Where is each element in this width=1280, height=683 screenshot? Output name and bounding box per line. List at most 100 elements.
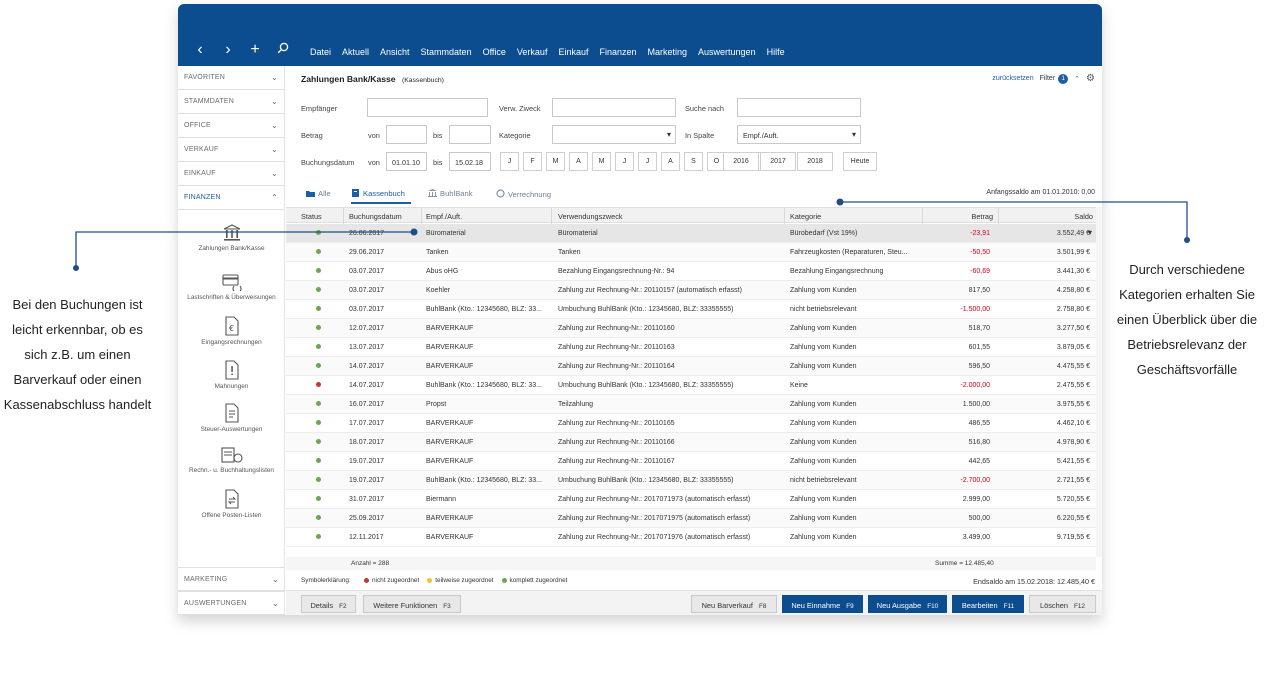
cell-payee: Propst [426,401,447,408]
month-button[interactable]: F [523,152,542,171]
tab-verrechnung[interactable]: Verrechnung [496,189,551,199]
table-row[interactable]: 13.07.2017 BARVERKAUF Zahlung zur Rechnung… [286,338,1096,357]
today-button[interactable]: Heute [843,152,877,171]
cell-balance: 4.475,55 € [1056,363,1090,370]
table-row[interactable]: 19.07.2017 BuhlBank (Kto.: 12345680, BLZ:… [286,471,1096,490]
sidebar-item-eingangsrechnungen[interactable]: € Eingangsrechnungen [178,316,285,346]
verw-zweck-field[interactable] [552,98,676,117]
table-row[interactable]: 17.07.2017 BARVERKAUF Zahlung zur Rechnung… [286,414,1096,433]
month-button[interactable]: M [592,152,611,171]
vertical-scrollbar[interactable] [1096,207,1102,557]
menu-hilfe[interactable]: Hilfe [766,47,785,57]
betrag-to-field[interactable] [449,125,491,144]
card-transfer-icon [178,273,285,291]
in-spalte-select[interactable]: Empf./Auft. [737,125,861,144]
cell-category: nicht betriebsrelevant [790,477,857,484]
date-from-field[interactable]: 01.01.10 [386,152,427,171]
löschen-button[interactable]: Löschen F12 [1029,595,1096,613]
bearbeiten-button[interactable]: Bearbeiten F11 [952,595,1024,613]
forward-icon[interactable]: › [225,41,231,58]
invoice-euro-icon: € [178,316,285,336]
table-row[interactable]: 16.07.2017 Propst Teilzahlung Zahlung vom K… [286,395,1096,414]
table-row[interactable]: 19.07.2017 BARVERKAUF Zahlung zur Rechnung… [286,452,1096,471]
suche-nach-field[interactable] [737,98,861,117]
table-row[interactable]: 26.06.2017 Büromaterial Büromaterial Bürobe… [286,224,1096,243]
sidebar-section-office[interactable]: OFFICE ⌄ [178,114,284,138]
menu-einkauf[interactable]: Einkauf [558,47,589,57]
gear-icon[interactable]: ⚙ [1086,73,1095,84]
table-row[interactable]: 14.07.2017 BuhlBank (Kto.: 12345680, BLZ:… [286,376,1096,395]
table-row[interactable]: 12.07.2017 BARVERKAUF Zahlung zur Rechnung… [286,319,1096,338]
sidebar-section-verkauf[interactable]: VERKAUF ⌄ [178,138,284,162]
tab-alle[interactable]: Alle [306,189,331,198]
column-header-status[interactable]: Status [301,212,322,221]
reset-link[interactable]: zurücksetzen [992,75,1034,82]
back-icon[interactable]: ‹ [197,41,203,58]
collapse-icon[interactable]: ⌃ [1074,75,1081,83]
column-header-betrag[interactable]: Betrag [971,212,994,221]
menu-verkauf[interactable]: Verkauf [516,47,548,57]
menu-stammdaten[interactable]: Stammdaten [420,47,472,57]
table-row[interactable]: 25.09.2017 BARVERKAUF Zahlung zur Rechnung… [286,509,1096,528]
sidebar-item-zahlungen-bank-kasse[interactable]: Zahlungen Bank/Kasse [178,224,285,252]
table-row[interactable]: 12.11.2017 BARVERKAUF Zahlung zur Rechnung… [286,528,1096,547]
table-row[interactable]: 03.07.2017 BuhlBank (Kto.: 12345680, BLZ:… [286,300,1096,319]
menu-aktuell[interactable]: Aktuell [342,47,370,57]
table-row[interactable]: 03.07.2017 Abus oHG Bezahlung Eingangsrech… [286,262,1096,281]
search-icon[interactable] [275,42,291,58]
filter-label[interactable]: Filter [1039,75,1056,82]
chevron-down-icon: ⌄ [271,145,278,154]
month-button[interactable]: J [615,152,634,171]
neu-einnahme-button[interactable]: Neu Einnahme F9 [782,595,863,613]
month-button[interactable]: J [500,152,519,171]
menu-office[interactable]: Office [482,47,506,57]
sidebar-section-stammdaten[interactable]: STAMMDATEN ⌄ [178,90,284,114]
table-row[interactable]: 31.07.2017 Biermann Zahlung zur Rechnung-N… [286,490,1096,509]
kategorie-select[interactable] [552,125,676,144]
empfaenger-field[interactable] [367,98,488,117]
add-icon[interactable]: + [250,41,260,58]
neu-barverkauf-button[interactable]: Neu Barverkauf F8 [691,595,777,613]
status-dot-icon [316,534,321,539]
column-header-kategorie[interactable]: Kategorie [790,212,822,221]
tab-buhlbank[interactable]: BuhlBank [428,189,473,198]
year-button[interactable]: 2016 [723,152,759,171]
column-header-buchungsdatum[interactable]: Buchungsdatum [349,212,402,221]
tab-kassenbuch[interactable]: Kassenbuch [352,189,405,198]
month-button[interactable]: A [661,152,680,171]
table-row[interactable]: 29.06.2017 Tanken Tanken Fahrzeugkosten (Re… [286,243,1096,262]
year-button[interactable]: 2018 [797,152,833,171]
sidebar-item-lastschriften-überweisungen[interactable]: Lastschriften & Überweisungen [178,273,285,301]
column-header-saldo[interactable]: Saldo [1074,212,1093,221]
sidebar-item-steuer-auswertungen[interactable]: Steuer-Auswertungen [178,403,285,433]
sidebar-item-mahnungen[interactable]: Mahnungen [178,360,285,390]
month-button[interactable]: J [638,152,657,171]
sidebar-item-rechn-u-buchhaltungslisten[interactable]: Rechn.- u. Buchhaltungslisten [178,446,285,474]
menu-finanzen[interactable]: Finanzen [599,47,637,57]
table-row[interactable]: 14.07.2017 BARVERKAUF Zahlung zur Rechnung… [286,357,1096,376]
sidebar-section-marketing[interactable]: MARKETING ⌄ [178,567,285,591]
menu-datei[interactable]: Datei [310,47,332,57]
cell-amount: 2.999,00 [962,496,990,503]
table-row[interactable]: 03.07.2017 Koehler Zahlung zur Rechnung-Nr… [286,281,1096,300]
neu-ausgabe-button[interactable]: Neu Ausgabe F10 [868,595,947,613]
betrag-from-field[interactable] [386,125,427,144]
year-button[interactable]: 2017 [760,152,796,171]
month-button[interactable]: M [546,152,565,171]
menu-ansicht[interactable]: Ansicht [380,47,410,57]
table-row[interactable]: 18.07.2017 BARVERKAUF Zahlung zur Rechnung… [286,433,1096,452]
menu-auswertungen[interactable]: Auswertungen [698,47,756,57]
month-button[interactable]: A [569,152,588,171]
month-button[interactable]: S [684,152,703,171]
sidebar-section-einkauf[interactable]: EINKAUF ⌄ [178,162,284,186]
date-to-field[interactable]: 15.02.18 [449,152,491,171]
sidebar-section-favoriten[interactable]: FAVORITEN ⌄ [178,66,284,90]
sidebar-section-finanzen[interactable]: FINANZEN ⌃ [178,186,284,210]
column-header-empfauft[interactable]: Empf./Auft. [426,212,463,221]
menu-marketing[interactable]: Marketing [647,47,688,57]
column-header-verwendungszweck[interactable]: Verwendungszweck [558,212,623,221]
weitere-funktionen-button[interactable]: Weitere Funktionen F3 [363,595,461,613]
sidebar-item-offene-posten-listen[interactable]: Offene Posten-Listen [178,489,285,519]
details-button[interactable]: Details F2 [301,595,356,613]
sidebar-section-auswertungen[interactable]: AUSWERTUNGEN ⌄ [178,591,285,615]
